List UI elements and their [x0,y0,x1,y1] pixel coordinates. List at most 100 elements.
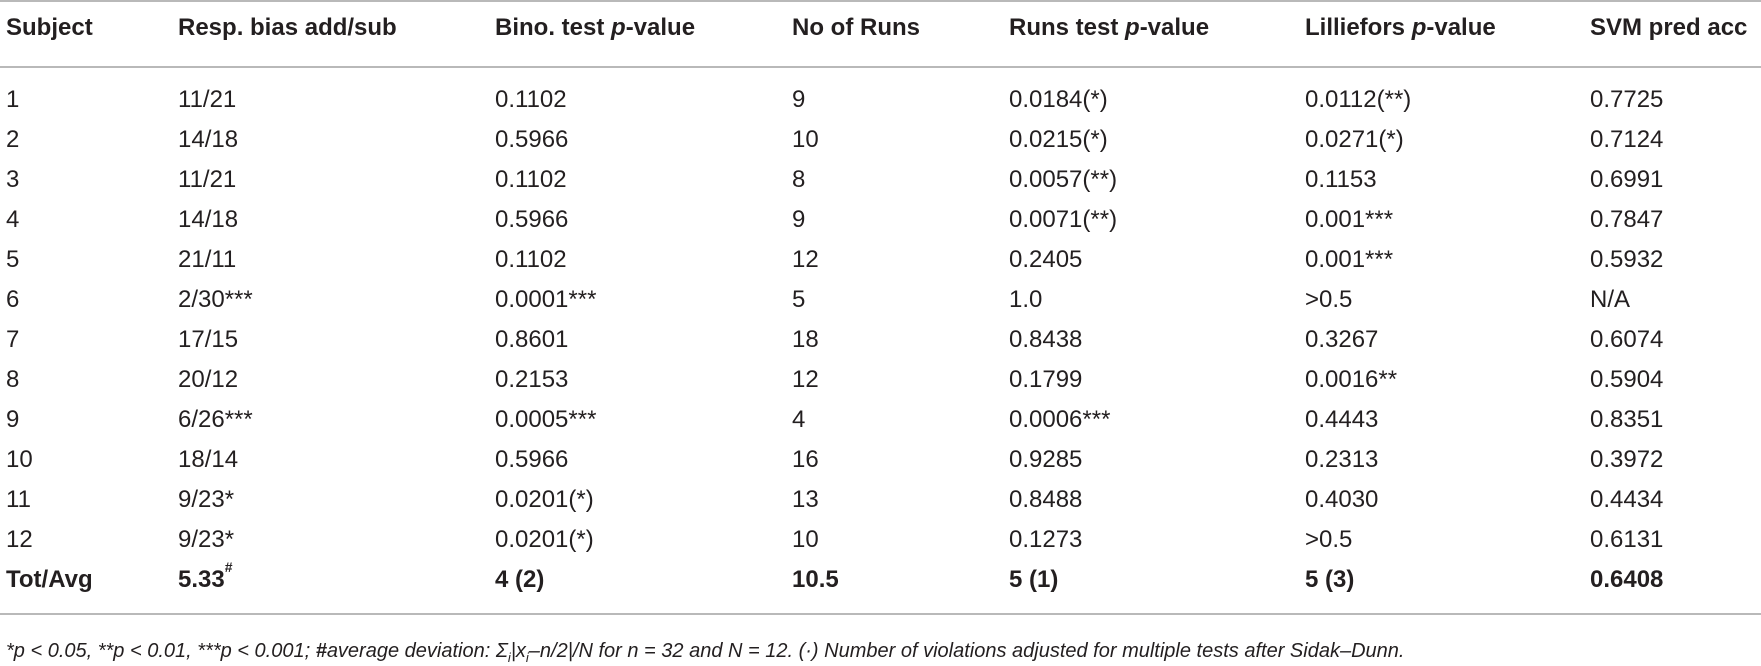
cell-bino: 0.0201(*) [495,526,594,553]
cell-runs: 16 [792,446,819,473]
cell-bino: 0.1102 [495,86,567,113]
table-row: 7 17/15 0.8601 18 0.8438 0.3267 0.6074 [0,320,1761,360]
cell-bias: 14/18 [178,206,239,233]
cell-runs: 9 [792,206,806,233]
table-bottom-rule [0,613,1761,615]
cell-runs: 5 [792,286,806,313]
cell-bias: 6/26*** [178,406,253,433]
cell-runs-test: 0.0215(*) [1009,126,1108,153]
cell-bias: 2/30*** [178,286,253,313]
cell-lilliefors: 0.3267 [1305,326,1379,353]
cell-runs-test: 0.0006*** [1009,406,1111,433]
cell-runs-test: 0.2405 [1009,246,1083,273]
cell-lilliefors: 0.001*** [1305,206,1394,233]
table-row: 12 9/23* 0.0201(*) 10 0.1273 >0.5 0.6131 [0,520,1761,560]
cell-runs-test: 1.0 [1009,286,1043,313]
cell-lilliefors: 0.0016** [1305,366,1398,393]
total-bias: 5.33# [178,559,233,593]
cell-subject: 12 [6,526,33,553]
total-runs-test: 5 (1) [1009,566,1059,593]
cell-lilliefors: >0.5 [1305,286,1353,313]
cell-bias: 21/11 [178,246,237,273]
cell-svm: 0.6991 [1590,166,1664,193]
header-cell: No of Runs [792,14,920,41]
table-total-row: Tot/Avg 5.33# 4 (2) 10.5 5 (1) 5 (3) 0.6… [0,560,1761,600]
cell-subject: 4 [6,206,20,233]
cell-bino: 0.0005*** [495,406,597,433]
table-row: 1 11/21 0.1102 9 0.0184(*) 0.0112(**) 0.7725 [0,80,1761,120]
cell-bino: 0.2153 [495,366,569,393]
cell-subject: 7 [6,326,20,353]
cell-runs: 9 [792,86,806,113]
cell-subject: 1 [6,86,20,113]
cell-subject: 9 [6,406,20,433]
table-row: 6 2/30*** 0.0001*** 5 1.0 >0.5 N/A [0,280,1761,320]
cell-bias: 11/21 [178,166,237,193]
cell-bino: 0.8601 [495,326,569,353]
cell-svm: 0.3972 [1590,446,1664,473]
cell-svm: 0.5932 [1590,246,1664,273]
cell-subject: 5 [6,246,20,273]
cell-subject: 10 [6,446,33,473]
table-header-row: Subject Resp. bias add/sub Bino. test p-… [0,8,1761,48]
cell-bias: 9/23* [178,486,235,513]
total-lilliefors: 5 (3) [1305,566,1355,593]
cell-subject: 11 [6,486,31,513]
total-bino: 4 (2) [495,566,545,593]
cell-svm: 0.8351 [1590,406,1664,433]
table-row: 4 14/18 0.5966 9 0.0071(**) 0.001*** 0.7847 [0,200,1761,240]
header-cell: Resp. bias add/sub [178,14,397,41]
table-top-rule [0,0,1761,2]
cell-runs-test: 0.8488 [1009,486,1083,513]
cell-lilliefors: 0.4030 [1305,486,1379,513]
cell-bias: 9/23* [178,526,235,553]
cell-runs: 4 [792,406,806,433]
cell-lilliefors: 0.0271(*) [1305,126,1404,153]
cell-lilliefors: 0.4443 [1305,406,1379,433]
cell-svm: 0.7725 [1590,86,1664,113]
cell-runs-test: 0.9285 [1009,446,1083,473]
cell-runs: 10 [792,126,819,153]
cell-lilliefors: 0.0112(**) [1305,86,1412,113]
table-row: 3 11/21 0.1102 8 0.0057(**) 0.1153 0.6991 [0,160,1761,200]
total-svm: 0.6408 [1590,566,1664,593]
cell-svm: 0.4434 [1590,486,1664,513]
cell-runs: 8 [792,166,806,193]
cell-bias: 17/15 [178,326,239,353]
cell-runs-test: 0.8438 [1009,326,1083,353]
table-footnote: *p < 0.05, **p < 0.01, ***p < 0.001; #av… [6,640,1405,665]
cell-bias: 18/14 [178,446,239,473]
cell-bino: 0.5966 [495,126,569,153]
table-row: 11 9/23* 0.0201(*) 13 0.8488 0.4030 0.4434 [0,480,1761,520]
total-label: Tot/Avg [6,566,93,593]
cell-subject: 3 [6,166,20,193]
cell-bias: 20/12 [178,366,239,393]
header-cell: Bino. test p-value [495,14,696,41]
cell-runs: 10 [792,526,819,553]
table-row: 8 20/12 0.2153 12 0.1799 0.0016** 0.5904 [0,360,1761,400]
cell-svm: 0.7124 [1590,126,1664,153]
cell-svm: 0.5904 [1590,366,1664,393]
cell-svm: N/A [1590,286,1631,313]
cell-bino: 0.1102 [495,246,567,273]
cell-bino: 0.0201(*) [495,486,594,513]
cell-lilliefors: >0.5 [1305,526,1353,553]
cell-bino: 0.0001*** [495,286,597,313]
cell-runs-test: 0.1799 [1009,366,1083,393]
table-row: 5 21/11 0.1102 12 0.2405 0.001*** 0.5932 [0,240,1761,280]
cell-subject: 2 [6,126,20,153]
header-cell: Subject [6,14,93,41]
table-header-rule [0,66,1761,68]
cell-svm: 0.7847 [1590,206,1664,233]
cell-runs-test: 0.0071(**) [1009,206,1118,233]
cell-runs: 12 [792,246,819,273]
header-cell: Runs test p-value [1009,14,1210,41]
cell-runs-test: 0.1273 [1009,526,1083,553]
cell-bias: 11/21 [178,86,237,113]
cell-subject: 6 [6,286,20,313]
cell-lilliefors: 0.1153 [1305,166,1377,193]
cell-runs: 18 [792,326,819,353]
cell-lilliefors: 0.001*** [1305,246,1394,273]
total-runs: 10.5 [792,566,839,593]
cell-runs: 12 [792,366,819,393]
